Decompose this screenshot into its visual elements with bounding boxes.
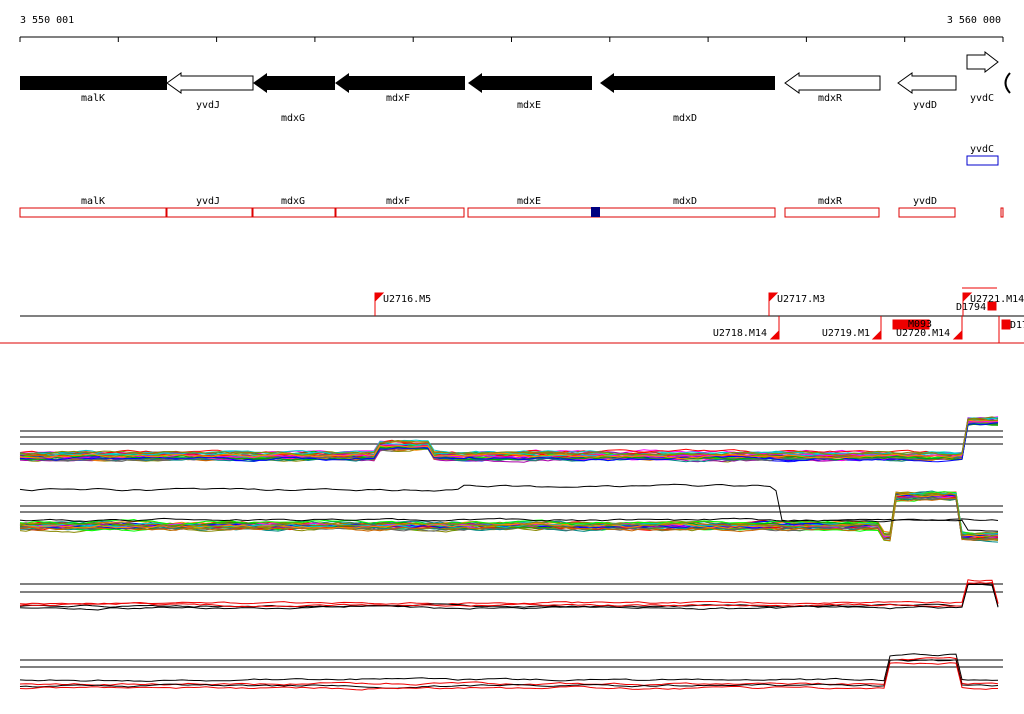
- gene-label: mdxE: [517, 100, 541, 111]
- transcript-marker: [591, 207, 600, 217]
- ruler-ticks: [19, 37, 1004, 42]
- ruler-end: 3 560 000: [947, 15, 1001, 26]
- feature-box[interactable]: [966, 155, 999, 166]
- expression-line: [20, 498, 999, 543]
- transcript-label: yvdD: [913, 196, 937, 207]
- feature-label: U2720.M14: [896, 328, 950, 339]
- gene-arrow[interactable]: [966, 50, 999, 74]
- expression-line: [19, 418, 999, 457]
- shape: [962, 292, 973, 303]
- transcript-label: yvdJ: [196, 196, 220, 207]
- ruler-start: 3 550 001: [20, 15, 74, 26]
- gene-arrow[interactable]: [897, 72, 957, 94]
- ruler: 3 550 001 3 560 000: [19, 15, 1004, 42]
- transcript-track: malK yvdJ mdxG mdxF mdxE mdxD mdxR yvdD: [19, 196, 1004, 218]
- feature-label: U2721.M14: [970, 294, 1024, 305]
- transcript-box[interactable]: [335, 207, 465, 218]
- feature-label: U2717.M3: [777, 294, 825, 305]
- transcript-box[interactable]: [1000, 207, 1004, 218]
- feature-label: U2716.M5: [383, 294, 431, 305]
- transcript-box[interactable]: [252, 207, 336, 218]
- transcript-label: mdxD: [673, 196, 697, 207]
- shape: [1001, 319, 1011, 330]
- gene-arrow[interactable]: [784, 72, 881, 94]
- transcript-box[interactable]: [898, 207, 956, 218]
- gene-arrow[interactable]: [600, 73, 775, 93]
- transcript-box[interactable]: [166, 207, 253, 218]
- transcript-box[interactable]: [19, 207, 167, 218]
- shape: [952, 329, 963, 340]
- expression-line: [19, 659, 999, 689]
- shape: [987, 301, 997, 311]
- expression-line: [19, 583, 999, 608]
- transcript-label: mdxR: [818, 196, 843, 207]
- upper-track: yvdC: [966, 144, 999, 166]
- transcript-label: mdxF: [386, 196, 410, 207]
- expression-line: [19, 493, 999, 540]
- shape: malK yvdJ mdxG mdxF mdxE mdxD mdxR yvdD: [81, 196, 937, 207]
- gene-label: mdxR: [818, 93, 843, 104]
- gene-arrow[interactable]: [1004, 72, 1011, 94]
- gene-arrow[interactable]: [468, 73, 592, 93]
- transcript-box[interactable]: [784, 207, 880, 218]
- gene-arrow[interactable]: [166, 72, 254, 94]
- expression-line: [19, 417, 999, 458]
- expression-line: [19, 662, 998, 691]
- expression-line: [19, 492, 999, 537]
- gene-label: mdxD: [673, 113, 697, 124]
- expression-line: [19, 582, 999, 608]
- track-label: yvdC: [970, 144, 994, 155]
- shape: [892, 319, 930, 330]
- expression-line: [19, 579, 999, 605]
- expression-line: [19, 494, 999, 540]
- gene-arrow[interactable]: [20, 76, 167, 90]
- shape: [20, 430, 1003, 668]
- expression-line: [19, 416, 999, 456]
- shape: [871, 329, 882, 340]
- expression-line: [19, 656, 999, 686]
- transcript-box[interactable]: [467, 207, 776, 218]
- expression-line: [19, 583, 999, 611]
- expression-line: [19, 495, 999, 540]
- expression-line: [19, 495, 999, 539]
- expression-line: [19, 517, 999, 532]
- shape: [769, 329, 780, 340]
- expression-panels: [19, 416, 1003, 691]
- feature-label: M093: [908, 319, 932, 330]
- expression-line: [19, 419, 999, 459]
- feature-label: U2719.M1: [822, 328, 870, 339]
- gene-label: yvdC: [970, 93, 994, 104]
- feature-label: U2718.M14: [713, 328, 767, 339]
- expression-line: [19, 653, 999, 682]
- expression-line: [19, 423, 998, 461]
- feature-label: D17: [1010, 320, 1024, 331]
- gene-label: mdxG: [281, 113, 305, 124]
- shape: [374, 287, 1011, 343]
- gene-track: malK yvdJ mdxG mdxF mdxE mdxD mdxR yvdD …: [20, 50, 1011, 124]
- feature-track: U2716.M5 U2717.M3 U2721.M14 D1794 U2718.…: [0, 287, 1024, 344]
- expression-line: [19, 483, 999, 523]
- gene-arrow[interactable]: [253, 73, 335, 93]
- gene-label: mdxF: [386, 93, 410, 104]
- feature-label: D1794: [956, 302, 986, 313]
- transcript-label: malK: [81, 196, 105, 207]
- shape: [768, 292, 779, 303]
- transcript-label: mdxG: [281, 196, 305, 207]
- transcript-label: mdxE: [517, 196, 541, 207]
- expression-line: [19, 496, 999, 540]
- gene-label: malK: [81, 93, 105, 104]
- gene-label: yvdD: [913, 100, 937, 111]
- expression-line: [19, 493, 999, 538]
- gene-arrow[interactable]: [335, 73, 465, 93]
- shape: [374, 292, 385, 303]
- gene-label: yvdJ: [196, 100, 220, 111]
